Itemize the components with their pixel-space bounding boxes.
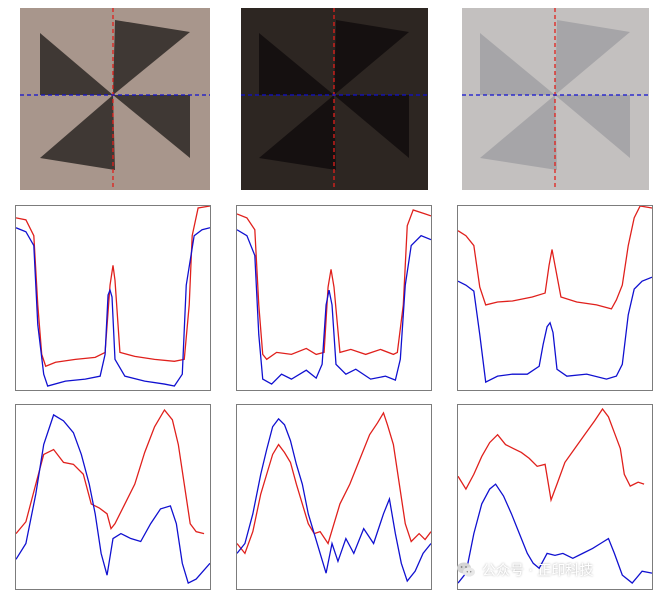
blue-profile-line: [458, 483, 652, 584]
image-panel-high-exposure: [462, 8, 649, 190]
blue-profile-line: [237, 229, 431, 385]
enhanced-plot-high-exposure: [457, 404, 653, 590]
watermark-text: 公众号 · 正印科技: [482, 563, 594, 579]
red-profile-line: [16, 408, 205, 535]
watermark: 公众号 · 正印科技: [456, 559, 593, 581]
red-profile-line: [237, 209, 431, 361]
blue-profile-line: [16, 227, 210, 387]
red-profile-line: [458, 206, 652, 310]
enhanced-plot-low-exposure: [236, 404, 432, 590]
red-profile-line: [16, 206, 210, 368]
blue-profile-line: [237, 417, 431, 583]
profile-plot-high-exposure: [457, 205, 653, 391]
image-panel-low-exposure: [241, 8, 428, 190]
blue-profile-line: [458, 276, 652, 384]
red-profile-line: [237, 411, 431, 555]
red-profile-line: [458, 407, 645, 503]
wechat-icon: [457, 562, 475, 577]
profile-plot-low-exposure: [236, 205, 432, 391]
profile-plot-normal: [15, 205, 211, 391]
enhanced-plot-normal: [15, 404, 211, 590]
image-panel-normal: [20, 8, 210, 190]
blue-profile-line: [16, 413, 210, 584]
